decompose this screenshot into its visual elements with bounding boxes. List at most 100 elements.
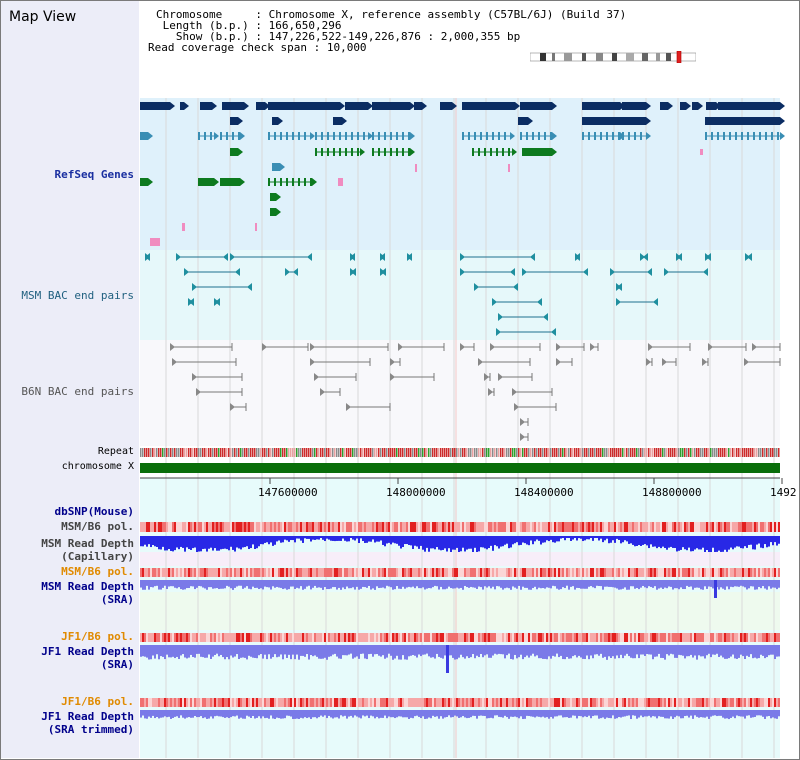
jf1-depth-trim-bar bbox=[748, 710, 750, 716]
msm-depth-sra-bar bbox=[460, 580, 462, 588]
msm-b6-pol-cell bbox=[382, 568, 384, 577]
repeat-segment bbox=[266, 448, 268, 457]
msm-depth-cap-bar bbox=[172, 536, 174, 552]
jf1-depth-sra-bar bbox=[458, 645, 460, 658]
msm-depth-cap-bar bbox=[524, 536, 526, 544]
jf1-b6-pol-cell bbox=[226, 698, 228, 707]
gene-exon bbox=[735, 132, 737, 140]
track-label-jf1-read-depth-trim[interactable]: JF1 Read Depth bbox=[41, 710, 134, 723]
jf1-b6-pol-cell bbox=[526, 633, 528, 642]
jf1-depth-trim-bar bbox=[274, 710, 276, 719]
track-label-refseq[interactable]: RefSeq Genes bbox=[54, 168, 134, 181]
msm-b6-pol-cell bbox=[336, 522, 338, 532]
msm-b6-pol-cell bbox=[290, 568, 292, 577]
track-label-jf1-read-depth-sra[interactable]: JF1 Read Depth bbox=[41, 645, 134, 658]
jf1-depth-sra-bar bbox=[680, 645, 682, 656]
repeat-segment bbox=[774, 448, 776, 457]
msm-b6-pol-cell bbox=[194, 568, 196, 577]
msm-b6-pol-cell bbox=[394, 522, 396, 532]
repeat-segment bbox=[398, 448, 400, 457]
msm-depth-cap-bar bbox=[348, 536, 350, 542]
msm-b6-pol-cell bbox=[464, 522, 466, 532]
msm-depth-sra-bar bbox=[548, 580, 550, 588]
msm-depth-cap-bar bbox=[774, 536, 776, 543]
chromosome-ideogram[interactable] bbox=[530, 51, 696, 63]
track-label-jf1-b6-pol-2[interactable]: JF1/B6 pol. bbox=[61, 695, 134, 708]
jf1-depth-sra-bar bbox=[190, 645, 192, 655]
jf1-b6-pol-cell bbox=[202, 633, 204, 642]
track-label-msm-read-depth-sra[interactable]: MSM Read Depth bbox=[41, 580, 134, 593]
jf1-depth-trim-bar bbox=[428, 710, 430, 718]
jf1-b6-pol-cell bbox=[486, 698, 488, 707]
msm-b6-pol-cell bbox=[688, 522, 690, 532]
jf1-depth-trim-bar bbox=[498, 710, 500, 717]
msm-b6-pol-cell bbox=[626, 522, 628, 532]
msm-b6-pol-cell bbox=[576, 522, 578, 532]
jf1-depth-sra-bar bbox=[244, 645, 246, 658]
jf1-depth-sra-bar bbox=[232, 645, 234, 658]
track-label-repeat[interactable]: Repeat bbox=[97, 446, 134, 457]
track-label-msm-b6-pol-2[interactable]: MSM/B6 pol. bbox=[61, 565, 134, 578]
jf1-depth-trim-bar bbox=[412, 710, 414, 719]
msm-b6-pol-cell bbox=[204, 522, 206, 532]
jf1-b6-pol-cell bbox=[720, 698, 722, 707]
msm-depth-cap-bar bbox=[158, 536, 160, 550]
jf1-b6-pol-cell bbox=[284, 698, 286, 707]
repeat-segment bbox=[620, 448, 622, 457]
jf1-depth-trim-bar bbox=[168, 710, 170, 717]
jf1-depth-trim-bar bbox=[644, 710, 646, 717]
jf1-depth-sra-bar bbox=[564, 645, 566, 660]
gene-arrow bbox=[148, 132, 153, 140]
repeat-segment bbox=[486, 448, 488, 457]
msm-b6-pol-cell bbox=[496, 568, 498, 577]
track-label-msm-b6-pol-1[interactable]: MSM/B6 pol. bbox=[61, 520, 134, 533]
jf1-depth-sra-bar bbox=[514, 645, 516, 655]
jf1-depth-sra-bar bbox=[272, 645, 274, 658]
track-label-msm-bac[interactable]: MSM BAC end pairs bbox=[21, 289, 134, 302]
jf1-depth-sra-bar bbox=[766, 645, 768, 658]
repeat-segment bbox=[420, 448, 422, 457]
jf1-b6-pol-cell bbox=[172, 698, 174, 707]
jf1-depth-trim-bar bbox=[356, 710, 358, 717]
jf1-depth-sra-bar bbox=[762, 645, 764, 656]
jf1-b6-pol-cell bbox=[232, 633, 234, 642]
msm-b6-pol-cell bbox=[506, 568, 508, 577]
msm-bac-end bbox=[575, 253, 580, 261]
msm-b6-pol-cell bbox=[254, 522, 256, 532]
repeat-segment bbox=[524, 448, 526, 457]
info-row-coverage-span: Read coverage check span : 10,000 bbox=[148, 41, 367, 54]
jf1-depth-sra-bar bbox=[612, 645, 614, 657]
jf1-b6-pol-cell bbox=[752, 633, 754, 642]
jf1-b6-pol-cell bbox=[316, 633, 318, 642]
jf1-depth-trim-bar bbox=[762, 710, 764, 717]
msm-depth-sra-bar bbox=[576, 580, 578, 588]
msm-b6-pol-cell bbox=[750, 568, 752, 577]
repeat-segment bbox=[696, 448, 698, 457]
msm-depth-sra-bar bbox=[582, 580, 584, 589]
msm-b6-pol-cell bbox=[536, 522, 538, 532]
track-label-msm-read-depth-cap[interactable]: MSM Read Depth bbox=[41, 537, 134, 550]
msm-b6-pol-cell bbox=[474, 522, 476, 532]
track-label-chromosome[interactable]: chromosome X bbox=[61, 461, 134, 472]
gene-exon bbox=[372, 148, 374, 156]
msm-depth-cap-bar bbox=[508, 536, 510, 549]
track-label-b6n-bac[interactable]: B6N BAC end pairs bbox=[21, 385, 134, 398]
jf1-depth-sra-bar bbox=[236, 645, 238, 655]
jf1-b6-pol-cell bbox=[496, 633, 498, 642]
track-label-jf1-b6-pol-1[interactable]: JF1/B6 pol. bbox=[61, 630, 134, 643]
jf1-depth-sra-bar bbox=[604, 645, 606, 657]
msm-b6-pol-cell bbox=[398, 568, 400, 577]
msm-depth-sra-bar bbox=[706, 580, 708, 589]
msm-depth-cap-bar bbox=[668, 536, 670, 548]
msm-b6-pol-cell bbox=[228, 522, 230, 532]
track-label-dbsnp[interactable]: dbSNP(Mouse) bbox=[54, 505, 134, 518]
msm-depth-cap-bar bbox=[562, 536, 564, 538]
msm-depth-sra-bar bbox=[258, 580, 260, 590]
jf1-depth-sra-bar bbox=[706, 645, 708, 656]
msm-b6-pol-cell bbox=[216, 568, 218, 577]
jf1-depth-sra-bar bbox=[360, 645, 362, 654]
jf1-b6-pol-cell bbox=[588, 698, 590, 707]
msm-depth-sra-bar bbox=[348, 580, 350, 589]
axis-tick-label-2: 148000000 bbox=[386, 486, 446, 499]
